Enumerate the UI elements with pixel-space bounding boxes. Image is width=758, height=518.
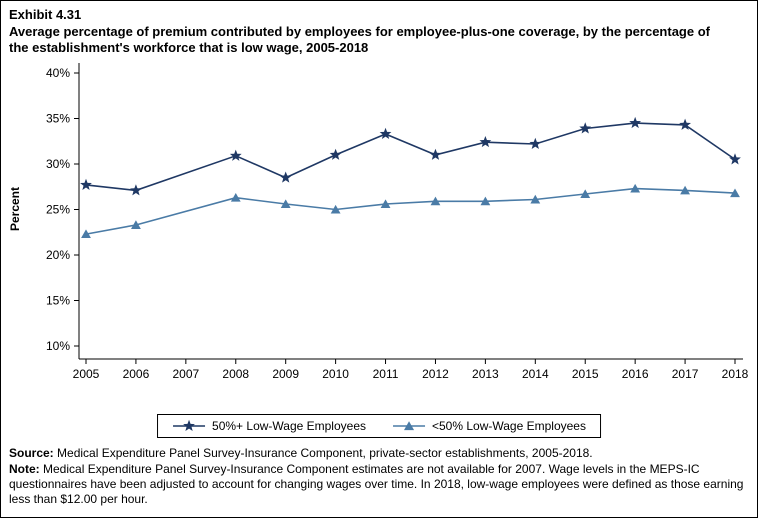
chart-svg: 10% 15% 20% 25% 30% 35% 40% 2005 2006 2007 2008 200… — [8, 63, 749, 381]
x-tick-label: 2016 — [622, 367, 649, 381]
series-line-0 — [85, 122, 736, 192]
x-tick-label: 2017 — [672, 367, 699, 381]
star-marker — [579, 122, 592, 134]
y-tick-label: 30% — [46, 157, 70, 171]
triangle-marker — [280, 199, 291, 209]
y-axis-title: Percent — [8, 187, 22, 231]
triangle-marker-icon — [393, 421, 425, 431]
star-marker — [679, 118, 691, 130]
triangle-marker — [81, 229, 91, 239]
star-marker — [529, 137, 542, 149]
note-label: Note: — [9, 462, 40, 476]
y-tick-label: 15% — [46, 294, 70, 308]
x-tick-label: 2006 — [123, 367, 150, 381]
star-marker — [379, 127, 392, 139]
series-1 — [81, 183, 740, 239]
x-tick-label: 2013 — [472, 367, 499, 381]
triangle-marker — [580, 189, 591, 199]
series-0 — [80, 116, 741, 196]
chart-legend: 50%+ Low-Wage Employees <50% Low-Wage Em… — [157, 414, 601, 438]
x-tick-label: 2008 — [222, 367, 249, 381]
note-text: Medical Expenditure Panel Survey-Insuran… — [9, 462, 744, 506]
source-label: Source: — [9, 446, 54, 460]
y-tick-label: 35% — [46, 112, 70, 126]
triangle-marker — [131, 220, 141, 229]
star-marker — [80, 178, 92, 190]
x-tick-label: 2015 — [572, 367, 599, 381]
y-tick-label: 25% — [46, 203, 70, 217]
star-marker — [629, 116, 642, 129]
triangle-marker — [530, 194, 541, 204]
triangle-marker — [630, 183, 641, 193]
star-marker-icon — [173, 419, 206, 432]
legend-label-lt50: <50% Low-Wage Employees — [432, 419, 586, 433]
source-line: Source: Medical Expenditure Panel Survey… — [9, 446, 749, 461]
series-line-1 — [85, 187, 736, 235]
y-tick-label: 20% — [46, 248, 70, 262]
triangle-marker — [330, 204, 341, 214]
source-text: Medical Expenditure Panel Survey-Insuran… — [53, 446, 593, 460]
triangle-marker — [480, 196, 491, 206]
x-tick-label: 2010 — [322, 367, 349, 381]
x-tick-label: 2005 — [73, 367, 100, 381]
triangle-marker — [430, 196, 441, 206]
x-tick-label: 2007 — [172, 367, 199, 381]
star-marker — [279, 171, 292, 183]
star-marker — [429, 148, 442, 160]
star-marker — [229, 149, 242, 161]
legend-item-50plus: 50%+ Low-Wage Employees — [172, 418, 366, 434]
star-marker — [479, 135, 492, 148]
legend-item-lt50: <50% Low-Wage Employees — [392, 418, 586, 434]
exhibit-label: Exhibit 4.31 — [9, 7, 82, 22]
star-marker — [130, 184, 142, 196]
triangle-marker — [380, 199, 391, 209]
chart-title: Average percentage of premium contribute… — [9, 24, 710, 56]
x-tick-label: 2012 — [422, 367, 449, 381]
triangle-marker — [230, 192, 241, 202]
star-marker — [329, 148, 342, 160]
title-block: Exhibit 4.31 Average percentage of premi… — [9, 7, 729, 57]
y-tick-label: 10% — [46, 339, 70, 353]
note-line: Note: Medical Expenditure Panel Survey-I… — [9, 462, 749, 507]
triangle-marker — [680, 185, 690, 195]
star-marker — [729, 153, 741, 165]
footer-block: Source: Medical Expenditure Panel Survey… — [9, 446, 749, 508]
x-tick-label: 2018 — [722, 367, 749, 381]
triangle-marker — [730, 188, 740, 198]
x-tick-label: 2014 — [522, 367, 549, 381]
y-tick-label: 40% — [46, 66, 70, 80]
x-tick-label: 2011 — [373, 367, 399, 381]
x-tick-label: 2009 — [272, 367, 299, 381]
legend-label-50plus: 50%+ Low-Wage Employees — [212, 419, 366, 433]
